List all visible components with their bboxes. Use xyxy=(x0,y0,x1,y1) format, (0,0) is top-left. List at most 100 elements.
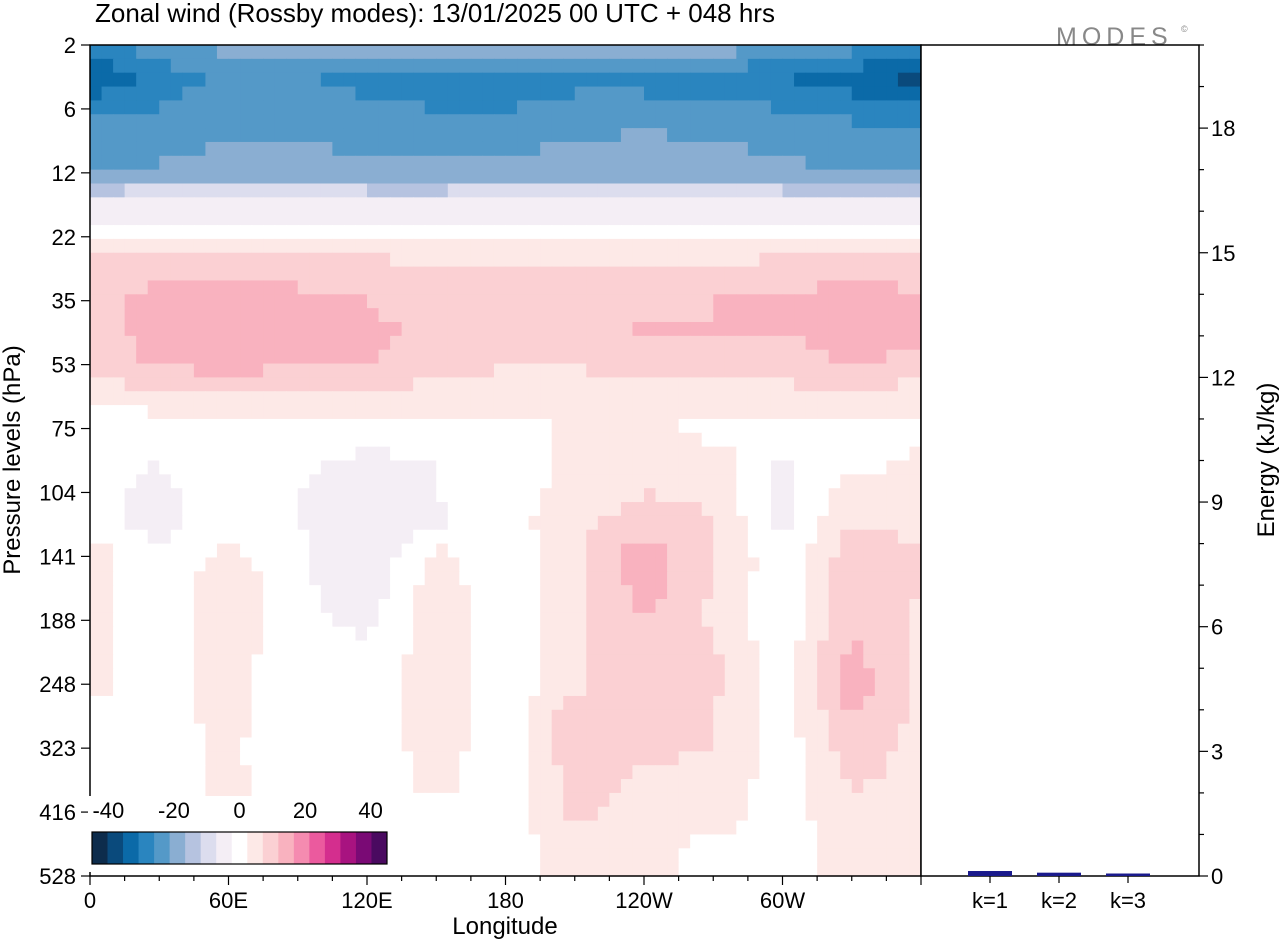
heatmap-cell xyxy=(805,779,818,794)
heatmap-cell xyxy=(170,626,183,642)
heatmap-cell xyxy=(378,654,391,669)
heatmap-cell xyxy=(367,211,380,226)
heatmap-cell xyxy=(216,432,230,448)
heatmap-cell xyxy=(332,155,345,171)
heatmap-cell xyxy=(678,792,691,808)
heatmap-cell xyxy=(320,252,333,268)
heatmap-cell xyxy=(770,585,784,600)
heatmap-cell xyxy=(170,599,183,614)
heatmap-cell xyxy=(378,58,391,74)
heatmap-cell xyxy=(690,682,703,697)
colorbar-swatch xyxy=(324,832,341,864)
heatmap-cell xyxy=(667,571,680,586)
heatmap-cell xyxy=(597,128,610,143)
heatmap-cell xyxy=(517,765,530,780)
heatmap-cell xyxy=(540,723,553,739)
heatmap-cell xyxy=(170,515,183,531)
heatmap-cell xyxy=(805,45,818,60)
heatmap-cell xyxy=(274,114,287,129)
heatmap-cell xyxy=(401,266,414,282)
heatmap-cell xyxy=(343,640,357,655)
heatmap-cell xyxy=(286,363,299,378)
heatmap-cell xyxy=(113,197,126,212)
heatmap-cell xyxy=(101,599,114,614)
heatmap-cell xyxy=(286,515,299,531)
heatmap-cell xyxy=(193,322,207,337)
heatmap-cell xyxy=(170,128,183,143)
heatmap-cell xyxy=(782,792,795,808)
heatmap-cell xyxy=(644,155,657,171)
heatmap-cell xyxy=(297,349,310,365)
heatmap-cell xyxy=(136,335,149,351)
heatmap-cell xyxy=(851,58,864,74)
heatmap-cell xyxy=(609,640,622,655)
heatmap-cell xyxy=(897,322,911,337)
heatmap-cell xyxy=(286,682,299,697)
heatmap-cell xyxy=(378,709,391,725)
heatmap-cell xyxy=(367,45,380,60)
heatmap-cell xyxy=(320,543,333,559)
heatmap-cell xyxy=(459,432,472,448)
heatmap-cell xyxy=(701,308,714,323)
heatmap-cell xyxy=(736,446,749,462)
heatmap-cell xyxy=(263,45,276,60)
heatmap-cell xyxy=(309,86,322,101)
heatmap-cell xyxy=(193,141,207,157)
heatmap-cell xyxy=(713,197,726,212)
heatmap-cell xyxy=(747,45,761,60)
heatmap-cell xyxy=(851,128,864,143)
heatmap-cell xyxy=(897,100,911,115)
heatmap-cell xyxy=(470,100,484,115)
heatmap-cell xyxy=(632,585,645,600)
heatmap-cell xyxy=(690,45,703,60)
heatmap-cell xyxy=(240,86,253,101)
heatmap-cell xyxy=(817,571,830,586)
heatmap-cell xyxy=(551,45,564,60)
heatmap-cell xyxy=(759,155,772,171)
heatmap-cell xyxy=(413,405,426,420)
heatmap-cell xyxy=(459,612,472,628)
heatmap-cell xyxy=(770,640,784,655)
heatmap-cell xyxy=(263,211,276,226)
heatmap-cell xyxy=(620,474,634,489)
heatmap-cell xyxy=(736,488,749,503)
heatmap-cell xyxy=(724,779,737,794)
heatmap-cell xyxy=(170,640,183,655)
heatmap-cell xyxy=(482,308,495,323)
heatmap-cell xyxy=(367,488,380,503)
heatmap-cell xyxy=(297,515,310,531)
heatmap-cell xyxy=(690,599,703,614)
heatmap-cell xyxy=(390,432,403,448)
heatmap-cell xyxy=(655,183,668,198)
heatmap-cell xyxy=(574,862,587,877)
heatmap-cell xyxy=(286,377,299,392)
heatmap-cell xyxy=(517,363,530,378)
heatmap-cell xyxy=(528,155,541,171)
heatmap-cell xyxy=(794,446,807,462)
heatmap-cell xyxy=(574,225,587,240)
heatmap-cell xyxy=(170,612,183,628)
heatmap-cell xyxy=(286,543,299,559)
heatmap-cell xyxy=(424,668,437,683)
heatmap-cell xyxy=(828,820,841,836)
heatmap-cell xyxy=(228,654,241,669)
heatmap-cell xyxy=(886,72,899,88)
heatmap-cell xyxy=(113,612,126,628)
heatmap-cell xyxy=(470,322,484,337)
heatmap-cell xyxy=(551,862,564,877)
heatmap-cell xyxy=(263,737,276,752)
heatmap-cell xyxy=(805,238,818,254)
heatmap-cell xyxy=(90,418,103,434)
heatmap-cell xyxy=(597,792,610,808)
heatmap-cell xyxy=(667,128,680,143)
heatmap-cell xyxy=(724,695,737,711)
heatmap-cell xyxy=(470,571,484,586)
heatmap-cell xyxy=(517,322,530,337)
y-tick-label: 22 xyxy=(52,225,76,250)
heatmap-cell xyxy=(424,128,437,143)
heatmap-cell xyxy=(528,626,541,642)
heatmap-cell xyxy=(493,488,507,503)
heatmap-cell xyxy=(228,58,241,74)
heatmap-cell xyxy=(574,155,587,171)
colorbar: -40 -20 0 20 40 xyxy=(88,796,391,872)
